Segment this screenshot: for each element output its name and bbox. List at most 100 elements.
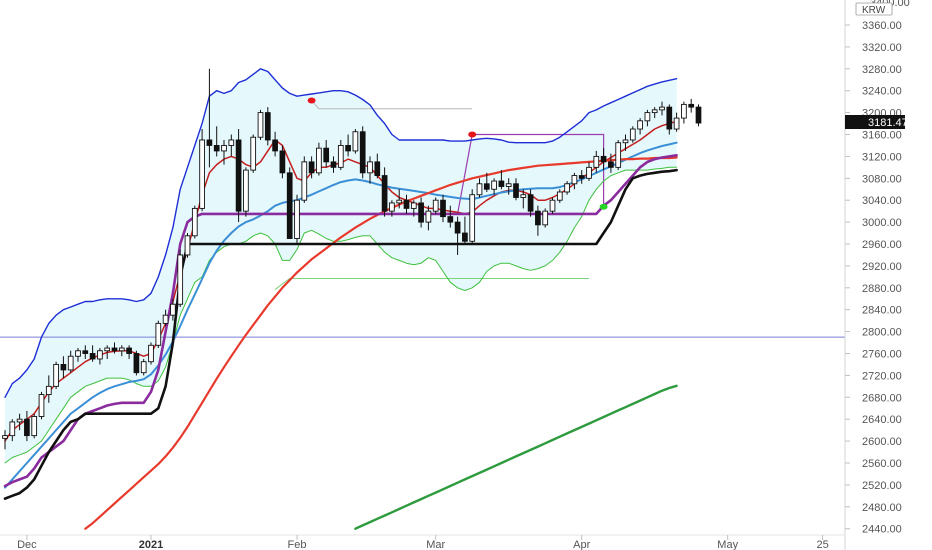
candle[interactable] (622, 134, 629, 151)
candle[interactable] (16, 413, 23, 431)
candle[interactable] (440, 194, 446, 223)
candle[interactable] (586, 161, 592, 182)
candle[interactable] (549, 197, 556, 214)
candle[interactable] (31, 413, 38, 439)
candle[interactable] (301, 156, 308, 203)
candle[interactable] (564, 181, 570, 195)
candle[interactable] (403, 194, 410, 214)
candle[interactable] (243, 167, 249, 217)
candle[interactable] (513, 178, 519, 201)
candle[interactable] (89, 345, 96, 362)
candle[interactable] (250, 134, 257, 173)
candle[interactable] (294, 194, 300, 244)
candle[interactable] (9, 419, 16, 442)
candle[interactable] (2, 430, 8, 450)
candle[interactable] (286, 167, 293, 239)
candle[interactable] (352, 129, 359, 154)
candle[interactable] (527, 189, 534, 217)
candle[interactable] (578, 170, 585, 184)
candle[interactable] (24, 410, 30, 442)
candle[interactable] (469, 189, 476, 244)
candle[interactable] (483, 172, 490, 192)
candle[interactable] (330, 156, 337, 173)
candle[interactable] (673, 112, 680, 132)
candle[interactable] (53, 361, 59, 390)
candle[interactable] (177, 249, 184, 307)
candle[interactable] (264, 107, 271, 146)
candle[interactable] (75, 348, 81, 362)
candle[interactable] (279, 145, 286, 179)
candle[interactable] (359, 126, 366, 179)
candle[interactable] (97, 348, 103, 365)
candle[interactable] (659, 101, 665, 116)
candle[interactable] (118, 345, 125, 357)
candle[interactable] (257, 109, 264, 140)
candle[interactable] (381, 167, 388, 217)
candle[interactable] (432, 197, 439, 214)
candle[interactable] (140, 358, 147, 376)
candle[interactable] (476, 178, 483, 198)
candle[interactable] (126, 345, 132, 359)
candle[interactable] (454, 216, 461, 255)
candle[interactable] (170, 298, 176, 321)
candle[interactable] (60, 356, 67, 379)
candle[interactable] (213, 126, 220, 157)
candle[interactable] (695, 104, 702, 127)
candle[interactable] (323, 139, 330, 168)
candle[interactable] (45, 375, 52, 403)
candle[interactable] (235, 129, 242, 223)
candle[interactable] (191, 205, 198, 239)
candle[interactable] (651, 107, 658, 119)
price-axis[interactable]: 3360.003320.003280.003240.003200.003160.… (845, 20, 902, 536)
candle[interactable] (600, 148, 607, 171)
candle[interactable] (316, 142, 322, 176)
candle[interactable] (374, 153, 381, 179)
candle[interactable] (556, 189, 563, 203)
candle[interactable] (542, 208, 549, 228)
candle[interactable] (38, 391, 45, 420)
candle[interactable] (82, 345, 89, 359)
candle[interactable] (155, 320, 162, 349)
time-axis[interactable]: Dec 2021 Feb Mar Apr May 25 (17, 535, 829, 550)
candle[interactable] (221, 139, 227, 165)
candle[interactable] (345, 134, 351, 157)
candle[interactable] (425, 205, 432, 231)
candle[interactable] (418, 197, 424, 228)
candle[interactable] (681, 101, 687, 124)
candle[interactable] (637, 118, 643, 135)
candle[interactable] (111, 342, 118, 354)
candle[interactable] (462, 216, 468, 244)
candle[interactable] (688, 98, 695, 113)
candle[interactable] (206, 68, 213, 168)
candle[interactable] (505, 178, 512, 195)
candle[interactable] (629, 126, 636, 143)
candle[interactable] (520, 189, 527, 209)
candle[interactable] (272, 131, 278, 157)
candle[interactable] (447, 205, 454, 228)
candle[interactable] (308, 156, 315, 179)
candle[interactable] (608, 153, 614, 173)
candle[interactable] (535, 205, 541, 236)
candle[interactable] (104, 345, 111, 359)
candle[interactable] (666, 104, 673, 135)
candle[interactable] (148, 342, 154, 365)
candle[interactable] (644, 109, 651, 127)
candle[interactable] (498, 170, 505, 190)
candle[interactable] (571, 172, 578, 190)
candle[interactable] (593, 150, 600, 173)
candles[interactable] (2, 68, 702, 450)
candle[interactable] (199, 129, 205, 212)
candle[interactable] (67, 350, 74, 373)
candle[interactable] (367, 156, 373, 184)
candle[interactable] (228, 134, 235, 157)
candle[interactable] (337, 139, 344, 171)
candle[interactable] (184, 233, 191, 258)
candle[interactable] (491, 178, 497, 195)
candle[interactable] (133, 350, 140, 376)
candle[interactable] (162, 309, 169, 327)
candle[interactable] (396, 189, 403, 209)
candle[interactable] (410, 200, 417, 217)
candle[interactable] (389, 200, 395, 217)
candle[interactable] (615, 139, 622, 171)
